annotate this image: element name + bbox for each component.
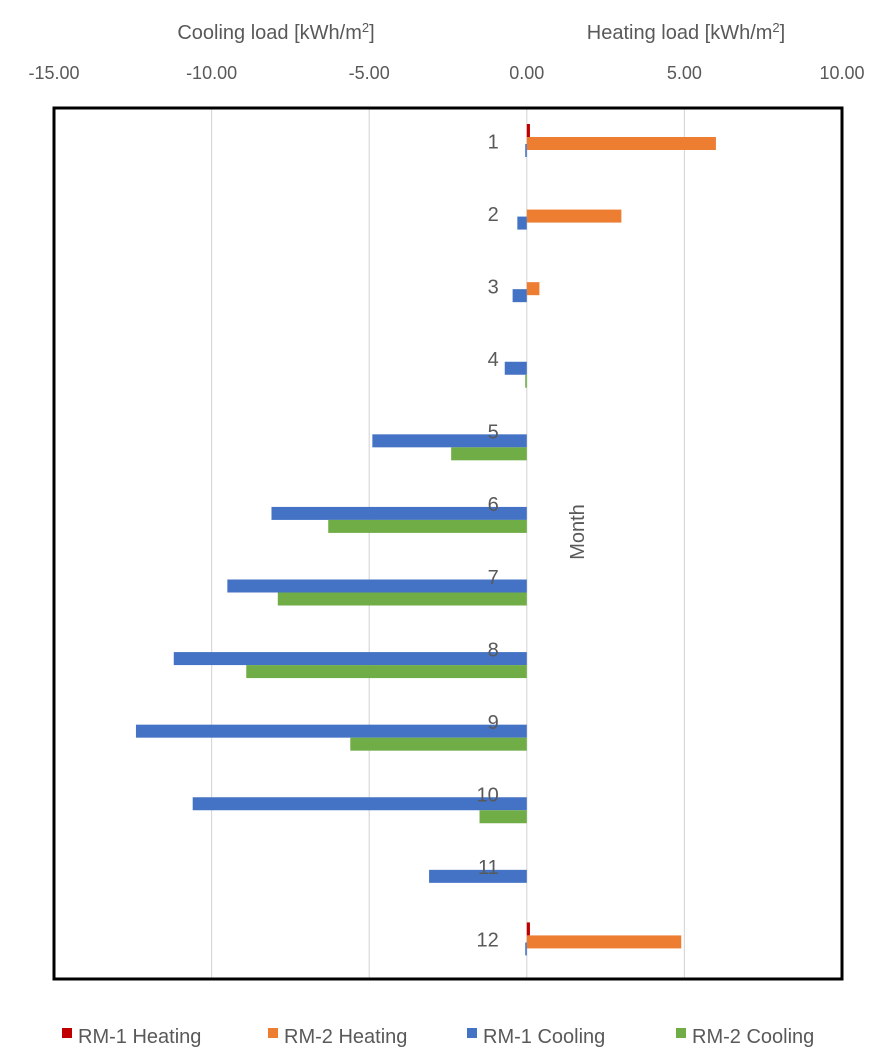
x-tick-label: 10.00 xyxy=(819,63,864,83)
gridlines xyxy=(211,108,686,979)
month-axis-title: Month xyxy=(567,504,589,560)
month-label: 4 xyxy=(488,349,499,371)
bar-rm-1-cooling-month-7 xyxy=(227,579,527,593)
month-label: 7 xyxy=(488,567,499,589)
cooling-load-axis-title: Cooling load [kWh/m2] xyxy=(177,20,374,44)
bar-rm-2-heating-month-3 xyxy=(526,282,540,296)
legend: RM-1 Heating RM-2 Heating RM-1 Cooling RM-2… xyxy=(62,1026,814,1048)
x-tick-label: 0.00 xyxy=(509,63,544,83)
legend-item: RM-2 Heating xyxy=(268,1026,407,1048)
x-tick-label: -15.00 xyxy=(28,63,79,83)
legend-swatch xyxy=(676,1028,686,1038)
bar-rm-1-cooling-month-2 xyxy=(517,216,527,230)
legend-swatch xyxy=(467,1028,477,1038)
x-axis-tick-labels: -15.00 -10.00 -5.00 0.00 5.00 10.00 xyxy=(28,63,864,83)
plot-frame xyxy=(52,106,844,981)
month-label: 2 xyxy=(488,204,499,226)
legend-item: RM-2 Cooling xyxy=(676,1026,814,1048)
month-label: 6 xyxy=(488,494,499,516)
legend-swatch xyxy=(268,1028,278,1038)
bars xyxy=(135,124,716,956)
x-tick-label: -10.00 xyxy=(186,63,237,83)
bar-rm-2-heating-month-1 xyxy=(526,137,716,150)
bar-rm-1-cooling-month-4 xyxy=(504,361,527,375)
x-tick-label: -5.00 xyxy=(349,63,390,83)
month-label: 5 xyxy=(488,422,499,444)
bar-rm-2-cooling-month-6 xyxy=(328,519,527,533)
bar-rm-1-cooling-month-10 xyxy=(192,797,527,811)
bar-rm-1-cooling-month-12 xyxy=(525,942,527,956)
bar-rm-2-heating-month-2 xyxy=(526,209,622,223)
bar-rm-1-heating-month-1 xyxy=(526,124,530,137)
bar-rm-2-cooling-month-9 xyxy=(350,737,527,751)
month-label: 12 xyxy=(477,930,499,952)
legend-label: RM-1 Heating xyxy=(78,1026,201,1048)
bar-rm-2-cooling-month-5 xyxy=(451,447,527,461)
x-tick-label: 5.00 xyxy=(667,63,702,83)
heating-load-axis-title: Heating load [kWh/m2] xyxy=(587,20,785,44)
month-label: 1 xyxy=(488,131,499,153)
month-label: 8 xyxy=(488,639,499,661)
month-label: 3 xyxy=(488,276,499,298)
bar-rm-1-cooling-month-6 xyxy=(271,506,527,520)
bar-rm-1-cooling-month-5 xyxy=(372,434,527,448)
legend-label: RM-2 Cooling xyxy=(692,1026,814,1048)
legend-label: RM-1 Cooling xyxy=(483,1026,605,1048)
legend-item: RM-1 Heating xyxy=(62,1026,201,1048)
month-label: 10 xyxy=(477,785,499,807)
month-label: 11 xyxy=(478,857,499,879)
bar-rm-1-cooling-month-9 xyxy=(135,724,527,738)
bar-rm-2-cooling-month-4 xyxy=(525,374,527,388)
legend-swatch xyxy=(62,1028,72,1038)
bar-rm-2-heating-month-12 xyxy=(526,935,682,949)
bar-rm-2-cooling-month-10 xyxy=(479,810,527,824)
bar-rm-1-cooling-month-1 xyxy=(525,144,527,157)
bar-rm-2-cooling-month-8 xyxy=(246,665,527,679)
month-label: 9 xyxy=(488,712,499,734)
bar-rm-2-cooling-month-7 xyxy=(277,592,527,606)
bar-rm-1-cooling-month-8 xyxy=(173,652,527,666)
bar-rm-1-cooling-month-3 xyxy=(512,289,527,303)
legend-item: RM-1 Cooling xyxy=(467,1026,605,1048)
legend-label: RM-2 Heating xyxy=(284,1026,407,1048)
bar-rm-1-heating-month-12 xyxy=(526,922,530,936)
bar-rm-1-cooling-month-11 xyxy=(429,869,527,883)
